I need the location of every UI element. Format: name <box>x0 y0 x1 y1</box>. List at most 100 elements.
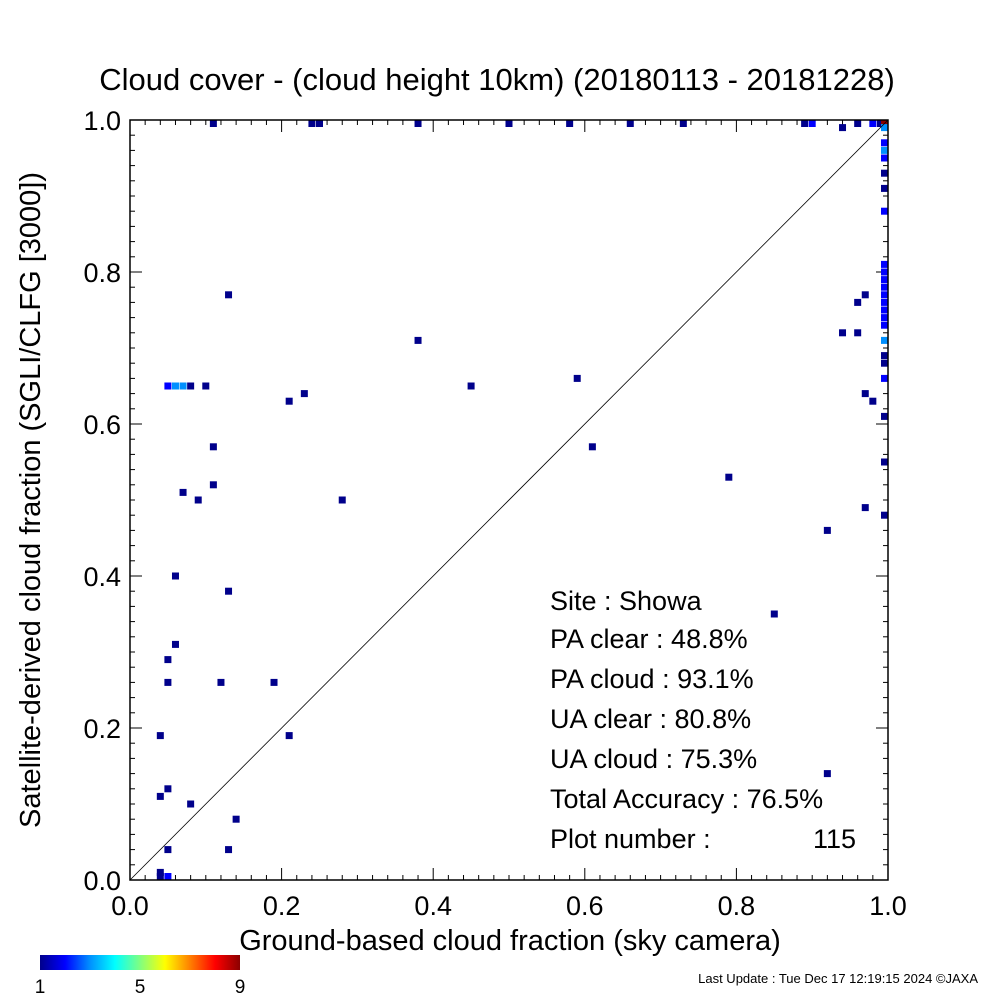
data-point <box>861 504 869 512</box>
data-point <box>725 473 733 481</box>
x-tick-label: 1.0 <box>869 891 907 921</box>
data-point <box>861 390 869 398</box>
stat-plot-number-value: 115 <box>813 824 856 854</box>
data-point <box>770 610 778 618</box>
data-point <box>839 329 847 337</box>
colorbar-tick-label: 1 <box>35 977 46 998</box>
data-point <box>881 314 888 322</box>
data-point <box>573 374 581 382</box>
data-point <box>232 815 240 823</box>
data-point <box>285 732 293 740</box>
colorbar-tick-label: 9 <box>235 977 246 998</box>
data-point <box>881 511 888 519</box>
data-point <box>505 120 513 127</box>
data-point <box>156 873 164 880</box>
data-point <box>881 268 888 276</box>
data-point <box>156 868 164 876</box>
data-point <box>308 120 316 127</box>
data-point <box>156 792 164 800</box>
y-tick-label: 0.8 <box>83 258 121 288</box>
data-point <box>823 526 831 534</box>
data-point <box>171 382 179 390</box>
colorbar-tick-label: 5 <box>135 977 146 998</box>
data-point <box>179 382 187 390</box>
plot-frame <box>129 119 889 881</box>
data-point <box>881 412 888 420</box>
stat-site: Site : Showa <box>550 586 703 616</box>
stat-total-accuracy: Total Accuracy : 76.5% <box>550 784 823 814</box>
data-point <box>881 283 888 291</box>
data-point <box>881 146 888 154</box>
data-point <box>414 336 422 344</box>
data-point <box>588 443 596 451</box>
data-point <box>179 488 187 496</box>
data-point <box>881 306 888 314</box>
data-point <box>566 120 574 127</box>
data-point <box>316 120 323 127</box>
reference-line-1to1 <box>129 119 889 881</box>
data-point <box>187 800 195 808</box>
data-point <box>202 382 210 390</box>
data-point <box>881 139 888 147</box>
data-point <box>171 572 179 580</box>
data-point <box>854 298 862 306</box>
data-point <box>225 291 233 299</box>
x-tick-label: 0.2 <box>263 891 301 921</box>
data-point <box>626 120 634 127</box>
data-point <box>881 298 888 306</box>
y-axis-label: Satellite-derived cloud fraction (SGLI/C… <box>15 172 47 828</box>
data-point <box>156 732 164 740</box>
data-point <box>881 352 888 360</box>
last-update-footer: Last Update : Tue Dec 17 12:19:15 2024 ©… <box>698 971 978 986</box>
y-tick-label: 0.4 <box>83 562 121 592</box>
y-tick-label: 1.0 <box>83 106 121 136</box>
data-point <box>839 124 847 132</box>
data-point <box>869 120 877 127</box>
data-point <box>209 120 217 127</box>
data-point <box>881 359 888 367</box>
data-point <box>209 443 217 451</box>
data-point <box>881 184 888 192</box>
data-point <box>164 873 172 880</box>
data-point <box>823 770 831 778</box>
stat-ua-cloud: UA cloud : 75.3% <box>550 744 757 774</box>
x-tick-label: 0.8 <box>718 891 756 921</box>
data-point <box>164 846 172 854</box>
data-point <box>881 207 888 215</box>
data-point <box>881 169 888 177</box>
data-point <box>171 640 179 648</box>
data-point <box>881 336 888 344</box>
data-point <box>338 496 346 504</box>
data-point <box>164 656 172 664</box>
data-point <box>881 374 888 382</box>
data-point <box>801 120 809 127</box>
x-tick-label: 0.6 <box>566 891 604 921</box>
data-point <box>164 785 172 793</box>
data-point <box>881 124 888 132</box>
colorbar <box>40 955 240 970</box>
y-tick-label: 0.0 <box>83 866 121 896</box>
data-point <box>300 390 308 398</box>
x-tick-label: 0.0 <box>111 891 149 921</box>
chart-title: Cloud cover - (cloud height 10km) (20180… <box>99 62 895 97</box>
x-axis-label: Ground-based cloud fraction (sky camera) <box>239 925 781 957</box>
data-point <box>414 120 422 127</box>
stat-pa-cloud: PA cloud : 93.1% <box>550 664 754 694</box>
data-point <box>285 397 293 405</box>
data-point <box>881 321 888 329</box>
data-point <box>869 397 877 405</box>
data-point <box>209 481 217 489</box>
stat-ua-clear: UA clear : 80.8% <box>550 704 751 734</box>
data-point <box>679 120 687 127</box>
data-point <box>187 382 195 390</box>
data-point <box>881 276 888 284</box>
data-point <box>225 587 233 595</box>
data-point <box>881 154 888 162</box>
data-point <box>861 291 869 299</box>
data-point <box>194 496 202 504</box>
data-point <box>467 382 475 390</box>
data-point <box>876 120 884 127</box>
data-point <box>854 120 862 127</box>
data-point <box>881 291 888 299</box>
